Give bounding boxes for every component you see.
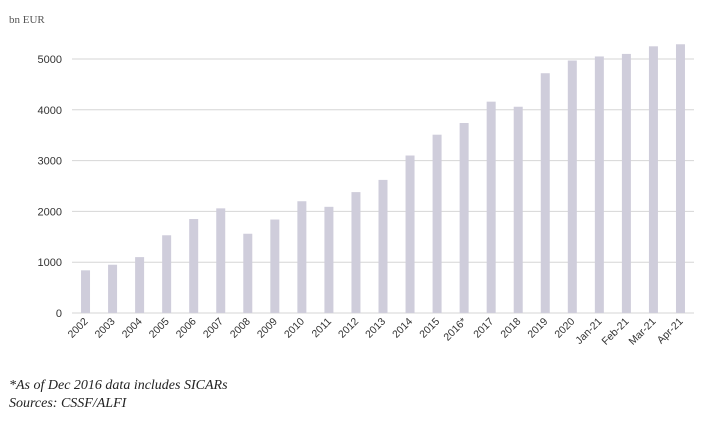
bar-2009: [270, 219, 280, 313]
bar-2014: [405, 155, 415, 313]
y-tick-label: 4000: [38, 105, 62, 117]
y-tick-label: 2000: [38, 206, 62, 218]
x-tick-label: Apr-21: [655, 316, 686, 347]
y-tick-label: 5000: [38, 54, 62, 66]
x-tick-label: 2015: [417, 316, 442, 341]
x-tick-label: 2002: [66, 316, 91, 341]
bar-2011: [324, 206, 334, 313]
y-unit-label: bn EUR: [9, 14, 45, 26]
x-tick-label: 2011: [310, 316, 335, 341]
x-tick-label: 2014: [390, 316, 415, 341]
bar-2002: [81, 270, 91, 313]
bar-2005: [162, 235, 172, 313]
bar-Apr-21: [675, 44, 685, 313]
footnote-sicar: *As of Dec 2016 data includes SICARs: [9, 378, 228, 393]
bar-2016*: [459, 123, 469, 314]
bar-Jan-21: [594, 56, 604, 314]
y-tick-label: 1000: [38, 257, 62, 269]
x-tick-label: 2012: [336, 316, 361, 341]
bar-Mar-21: [648, 46, 658, 314]
x-tick-label: 2017: [471, 316, 496, 341]
x-tick-label: Jan-21: [573, 316, 604, 347]
bar-2012: [351, 192, 361, 313]
x-tick-label: Mar-21: [627, 316, 659, 348]
x-tick-label: 2018: [498, 316, 523, 341]
y-tick-label: 0: [56, 308, 62, 320]
x-tick-label: 2013: [363, 316, 388, 341]
x-tick-label: 2016*: [441, 316, 469, 344]
bar-2015: [432, 134, 442, 313]
bar-2018: [513, 106, 523, 313]
footnote-sources: Sources: CSSF/ALFI: [9, 396, 127, 411]
bar-2010: [297, 201, 307, 313]
x-tick-label: 2007: [201, 316, 226, 341]
bar-2013: [378, 179, 388, 313]
x-tick-label: 2019: [525, 316, 550, 341]
bar-2007: [216, 208, 226, 313]
bar-2004: [135, 257, 145, 313]
bar-2003: [108, 264, 118, 313]
bar-2019: [540, 73, 550, 313]
x-tick-label: 2010: [282, 316, 307, 341]
x-tick-label: 2009: [255, 316, 280, 341]
y-tick-label: 3000: [38, 156, 62, 168]
bar-2017: [486, 101, 496, 313]
x-tick-label: 2006: [174, 316, 199, 341]
x-tick-label: 2008: [228, 316, 253, 341]
chart-area: bn EUR 0 1000 2000 3000 4000 5000 2002 2003 2004…: [9, 14, 694, 348]
x-tick-label: Feb-21: [599, 316, 631, 348]
x-tick-label: 2005: [147, 316, 172, 341]
bar-2020: [567, 60, 577, 313]
bar-Feb-21: [621, 53, 631, 314]
bar-2006: [189, 219, 199, 313]
bar-2008: [243, 233, 253, 313]
x-tick-label: 2003: [93, 316, 118, 341]
x-tick-label: 2004: [120, 316, 145, 341]
